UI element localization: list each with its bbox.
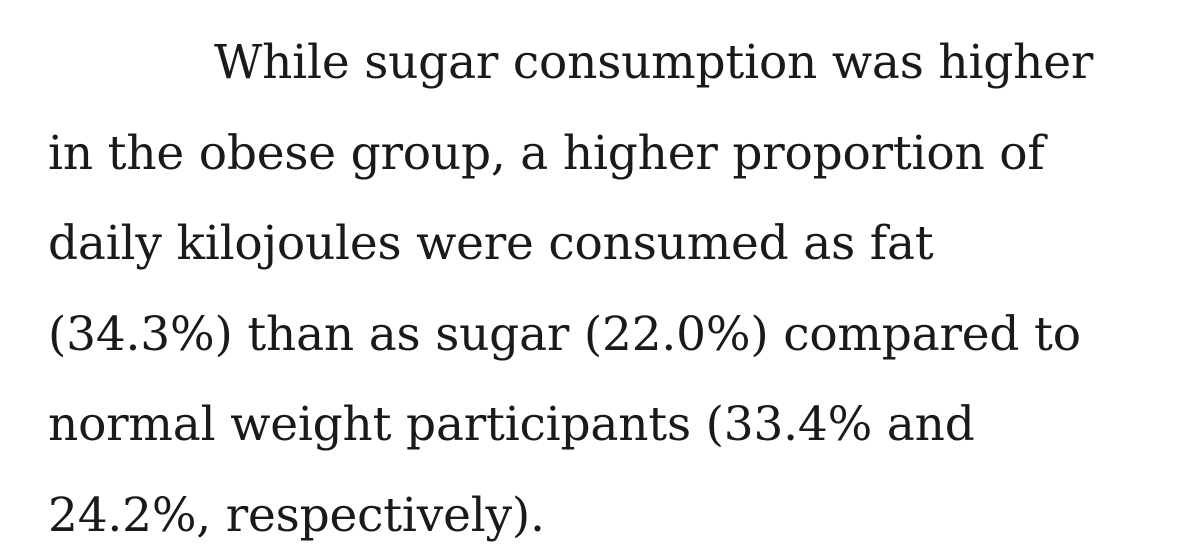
paragraph-line-4: (34.3%) than as sugar (22.0%) compared t… xyxy=(48,306,1081,362)
paragraph-line-2: in the obese group, a higher proportion … xyxy=(48,125,1045,181)
paragraph-line-1: While sugar consumption was higher xyxy=(214,35,1094,90)
paragraph-line-6: 24.2%, respectively). xyxy=(48,487,545,543)
paragraph-line-3: daily kilojoules were consumed as fat xyxy=(48,216,934,271)
paragraph-line-5: normal weight participants (33.4% and xyxy=(48,397,975,452)
body-paragraph: While sugar consumption was higher in th… xyxy=(48,18,1158,552)
